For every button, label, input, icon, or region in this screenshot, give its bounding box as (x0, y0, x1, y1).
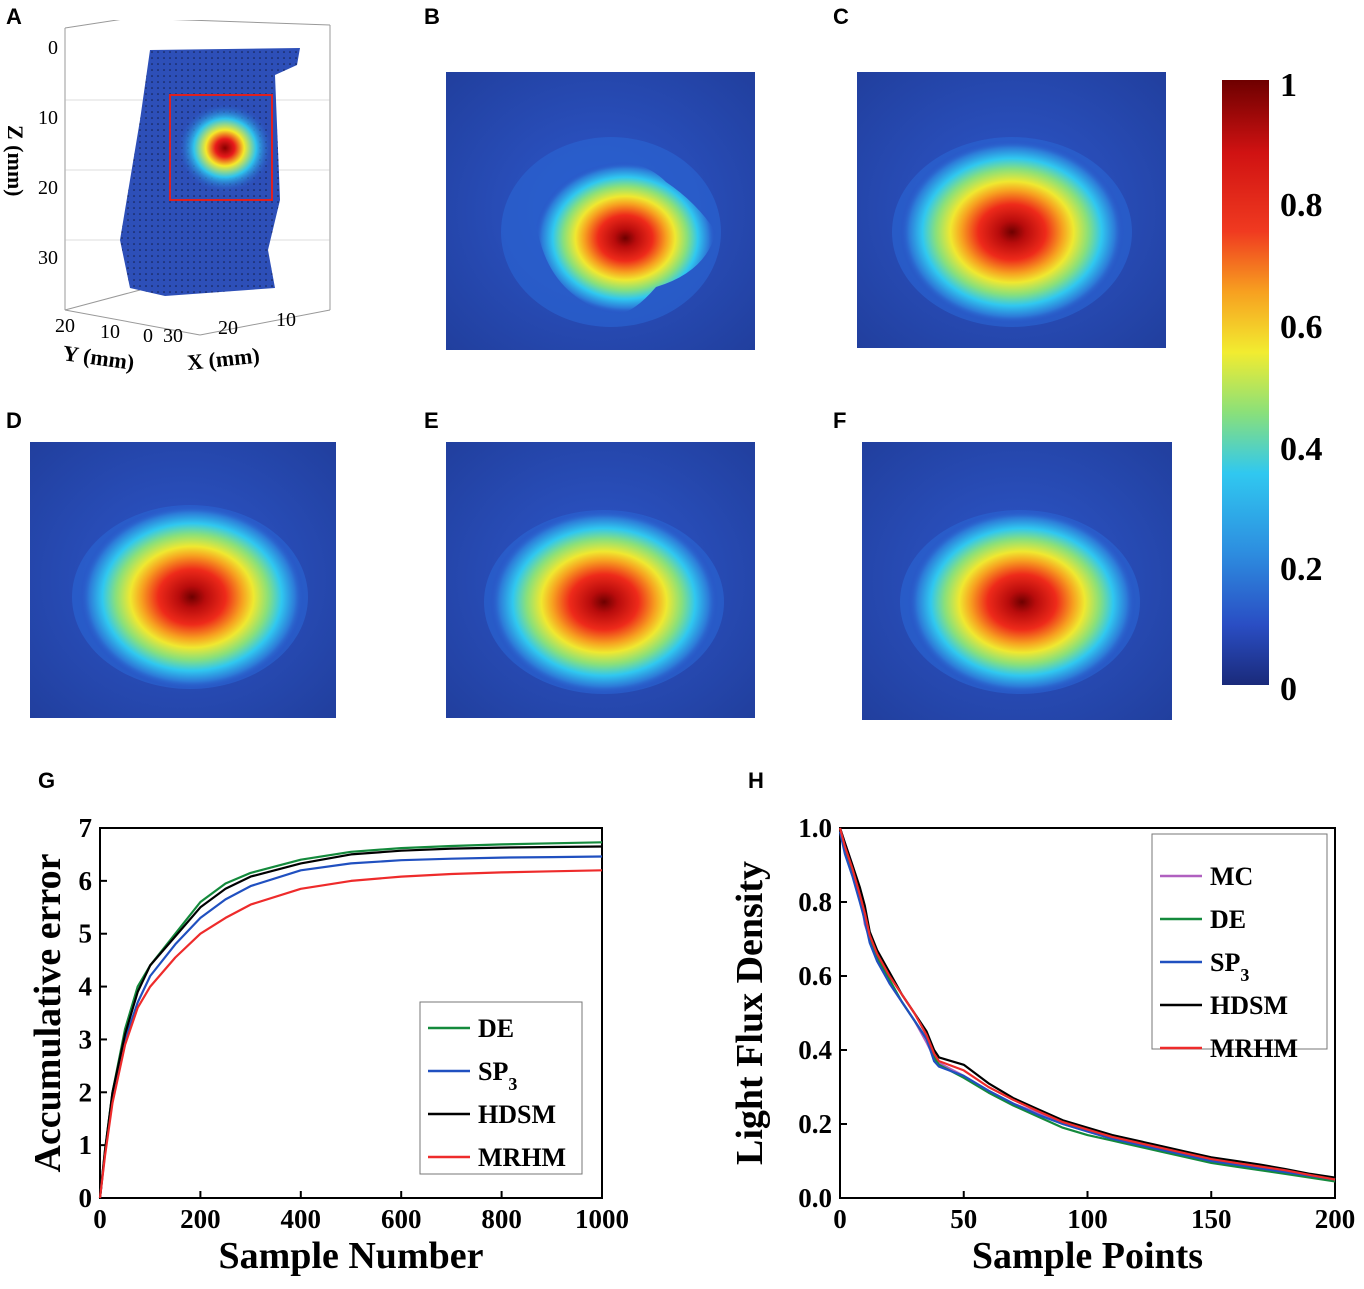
x-tick-label: 800 (481, 1204, 522, 1234)
y-tick-label: 0 (79, 1183, 93, 1213)
heatmap-b (446, 72, 755, 350)
panel-label-e: E (424, 408, 439, 433)
heatmap-e-hotspot (490, 510, 718, 694)
heatmap-d-hotspot (80, 505, 304, 689)
legend-label: DE (478, 1014, 514, 1043)
heatmap-e (446, 442, 755, 718)
panel-a-z-tick: 10 (38, 107, 58, 129)
x-tick-label: 1000 (575, 1204, 629, 1234)
panel-a-3d-mesh: 0 10 20 30 Z (mm) 20 10 0 30 20 10 Y (mm… (3, 20, 331, 375)
panel-label-f: F (833, 408, 847, 433)
x-tick-label: 150 (1191, 1204, 1232, 1234)
panel-label-h: H (748, 768, 764, 793)
x-tick-label: 0 (93, 1204, 107, 1234)
panel-a-y-tick: 0 (143, 325, 153, 347)
panel-a-z-label: Z (mm) (3, 125, 28, 196)
y-axis-label: Accumulative error (27, 853, 69, 1172)
y-tick-label: 1 (79, 1130, 93, 1160)
legend-box (419, 1001, 583, 1175)
chart-h: 0 50 100 150 200 0.0 0.2 0.4 0.6 0.8 1.0 Sample Poi… (729, 813, 1356, 1277)
legend-label: DE (1210, 905, 1246, 934)
colorbar-tick: 0.8 (1280, 187, 1323, 224)
series-line-sp3 (98, 855, 603, 1199)
panel-label-c: C (833, 4, 849, 29)
panel-a-roi-box (169, 94, 273, 201)
x-tick-label: 200 (180, 1204, 221, 1234)
panel-a-z-tick: 20 (38, 177, 58, 199)
heatmap-f (862, 442, 1172, 720)
chart-frame (99, 827, 603, 1199)
y-tick-label: 6 (79, 866, 93, 896)
panel-a-x-tick: 30 (163, 325, 183, 347)
legend-label: MRHM (478, 1143, 566, 1172)
panel-a-y-tick: 20 (55, 315, 75, 337)
y-tick-label: 0.4 (798, 1035, 832, 1065)
panel-a-x-label: X (mm) (186, 343, 261, 375)
y-tick-label: 1.0 (798, 813, 832, 843)
y-tick-label: 0.8 (798, 887, 832, 917)
x-tick-label: 400 (281, 1204, 322, 1234)
heatmap-d (30, 442, 336, 718)
legend-label: MRHM (1210, 1034, 1298, 1063)
x-axis-label: Sample Points (972, 1235, 1203, 1277)
x-tick-label: 0 (833, 1204, 847, 1234)
panel-a-hotspot (177, 103, 273, 193)
colorbar: 1 0.8 0.6 0.4 0.2 0 (1222, 70, 1323, 708)
panel-a-x-tick: 10 (276, 309, 296, 331)
heatmap-f-hotspot (908, 510, 1136, 694)
y-tick-label: 5 (79, 919, 93, 949)
panel-a-z-tick: 30 (38, 247, 58, 269)
legend-label: HDSM (1210, 991, 1288, 1020)
colorbar-tick: 0.4 (1280, 431, 1323, 468)
colorbar-tick: 0.2 (1280, 551, 1323, 588)
colorbar-gradient (1222, 80, 1269, 685)
series-line-mrhm (98, 869, 603, 1199)
panel-label-b: B (424, 4, 440, 29)
legend-label: HDSM (478, 1100, 556, 1129)
legend-box (1151, 833, 1328, 1050)
y-axis-label: Light Flux Density (729, 861, 771, 1165)
heatmap-b-hotspot (534, 162, 716, 315)
colorbar-tick: 0 (1280, 671, 1297, 708)
colorbar-tick: 0.6 (1280, 309, 1323, 346)
panel-a-y-label: Y (mm) (61, 340, 136, 375)
x-tick-label: 600 (381, 1204, 422, 1234)
panel-a-y-tick: 10 (100, 321, 120, 343)
y-tick-label: 3 (79, 1024, 93, 1054)
heatmap-c-hotspot (900, 140, 1124, 324)
chart-g: 0 200 400 600 800 1000 0 1 2 3 4 5 6 7 Sample Number Ac… (27, 813, 629, 1277)
panel-label-g: G (38, 768, 56, 793)
x-tick-label: 50 (950, 1204, 977, 1234)
y-tick-label: 4 (79, 972, 93, 1002)
series-line-hdsm (98, 845, 603, 1199)
y-tick-label: 7 (79, 813, 93, 843)
y-tick-label: 2 (79, 1077, 93, 1107)
x-tick-label: 200 (1315, 1204, 1356, 1234)
heatmap-c (857, 72, 1166, 348)
panel-a-x-tick: 20 (218, 317, 238, 339)
panel-a-z-tick: 0 (48, 37, 58, 59)
x-tick-label: 100 (1067, 1204, 1108, 1234)
series-line-sp3 (838, 831, 1336, 1181)
y-tick-label: 0.0 (798, 1183, 832, 1213)
y-tick-label: 0.2 (798, 1109, 832, 1139)
series-line-mrhm (838, 827, 1336, 1181)
panel-label-a: A (6, 4, 22, 29)
panel-a-box-frame (64, 20, 331, 336)
panel-label-d: D (6, 408, 22, 433)
colorbar-tick: 1 (1280, 70, 1297, 104)
legend-label: MC (1210, 862, 1253, 891)
y-tick-label: 0.6 (798, 961, 832, 991)
x-axis-label: Sample Number (219, 1235, 484, 1277)
